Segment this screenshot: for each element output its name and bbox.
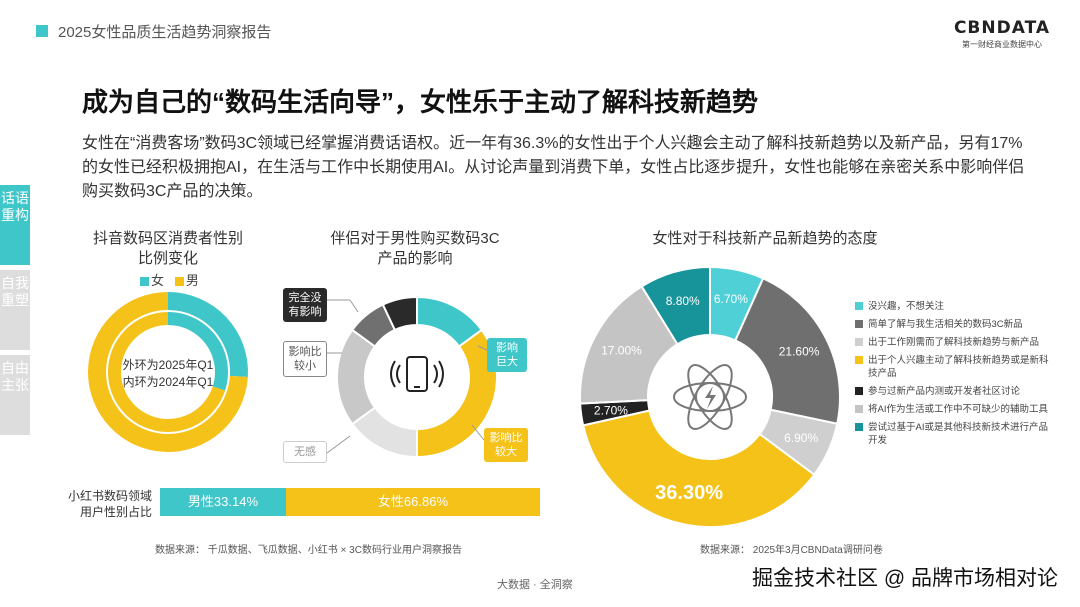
legend-label: 没兴趣，不想关注 xyxy=(868,301,945,312)
chart1-legend: 女 男 xyxy=(140,270,199,289)
side-tab-2[interactable]: 自我重塑 xyxy=(0,270,30,350)
source-right: 数据来源： 2025年3月CBNData调研问卷 xyxy=(700,545,883,556)
legend-item: 出于个人兴趣主动了解科技新趋势或是新科技产品 xyxy=(855,354,1055,380)
legend-swatch-female xyxy=(140,277,149,287)
side-tab-label: 话语重构 xyxy=(1,190,29,223)
callout-no-impact: 完全没有影响 xyxy=(283,288,327,322)
legend-label-male: 男 xyxy=(185,273,199,288)
intro-paragraph: 女性在“消费客场”数码3C领域已经掌握消费话语权。近一年有36.3%的女性出于个… xyxy=(82,135,1025,200)
legend-swatch xyxy=(855,356,863,364)
legend-swatch xyxy=(855,405,863,413)
inner-ring-slice-0 xyxy=(168,312,228,391)
legend-swatch xyxy=(855,302,863,310)
legend-label: 尝试过基于AI或是其他科技新技术进行产品开发 xyxy=(868,422,1048,446)
attitude-data-label: 6.90% xyxy=(784,431,818,445)
callout-none: 无感 xyxy=(283,441,327,463)
legend-swatch-male xyxy=(174,277,184,287)
xhs-bar: 男性33.14% 女性66.86% xyxy=(160,488,540,516)
attitude-data-label: 17.00% xyxy=(601,343,642,357)
influence-slice-3 xyxy=(336,328,377,426)
side-tab-3[interactable]: 自由主张 xyxy=(0,355,30,435)
page-title: 成为自己的“数码生活向导”，女性乐于主动了解科技新趋势 xyxy=(82,87,759,117)
attitude-data-label: 6.70% xyxy=(714,292,748,306)
bar-segment-male: 男性33.14% xyxy=(160,488,286,516)
phone-signal-icon xyxy=(390,356,444,392)
chart3-legend: 没兴趣，不想关注简单了解与我生活相关的数码3C新品出于工作刚需而了解科技新趋势与… xyxy=(855,300,1055,452)
watermark-text: 掘金技术社区 @ 品牌市场相对论 xyxy=(752,567,1058,590)
legend-item: 参与过新产品内测或开发者社区讨论 xyxy=(855,385,1055,398)
legend-item: 没兴趣，不想关注 xyxy=(855,300,1055,313)
legend-label: 参与过新产品内测或开发者社区讨论 xyxy=(868,386,1021,397)
chart2-title: 伴侣对于男性购买数码3C产品的影响 xyxy=(330,230,500,267)
attitude-data-label: 8.80% xyxy=(666,294,700,308)
ai-atom-icon xyxy=(673,364,747,430)
legend-item: 将AI作为生活或工作中不可缺少的辅助工具 xyxy=(855,403,1055,416)
attitude-slice-6 xyxy=(640,265,711,346)
legend-label: 简单了解与我生活相关的数码3C新品 xyxy=(868,319,1023,330)
attitude-data-label: 21.60% xyxy=(779,345,820,359)
attitude-data-label: 2.70% xyxy=(594,403,628,417)
attitude-data-label: 36.30% xyxy=(655,482,723,504)
report-title: 2025女性品质生活趋势洞察报告 xyxy=(58,24,272,41)
side-tab-label: 自我重塑 xyxy=(1,275,29,308)
callout-small: 影响比较小 xyxy=(283,341,327,377)
legend-item: 简单了解与我生活相关的数码3C新品 xyxy=(855,318,1055,331)
legend-item: 尝试过基于AI或是其他科技新技术进行产品开发 xyxy=(855,421,1055,447)
brand-logo: CBNDATA 第一财经商业数据中心 xyxy=(954,18,1050,50)
influence-slice-5 xyxy=(381,295,418,332)
brand-name: CBNDATA xyxy=(953,18,1050,38)
chart2-svg xyxy=(336,295,498,459)
legend-label: 将AI作为生活或工作中不可缺少的辅助工具 xyxy=(868,404,1048,415)
chart1-svg xyxy=(88,292,248,452)
footer-slogan: 大数据 · 全洞察 xyxy=(497,579,573,591)
source-left: 数据来源： 千瓜数据、飞瓜数据、小红书 × 3C数码行业用户洞察报告 xyxy=(155,545,462,556)
attitude-slice-3 xyxy=(581,409,816,528)
legend-swatch xyxy=(855,387,863,395)
side-tab-label: 自由主张 xyxy=(1,360,29,393)
ring-note-line: 内环为2024年Q1 xyxy=(122,375,214,389)
legend-label: 出于个人兴趣主动了解科技新趋势或是新科技产品 xyxy=(868,355,1049,379)
xhs-bar-label: 小红书数码领域用户性别占比 xyxy=(67,489,152,519)
bar-segment-female: 女性66.86% xyxy=(285,488,540,516)
callout-huge: 影响巨大 xyxy=(487,338,527,372)
legend-swatch xyxy=(855,338,863,346)
side-tab-1[interactable]: 话语重构 xyxy=(0,185,30,265)
legend-item: 出于工作刚需而了解科技新趋势与新产品 xyxy=(855,336,1055,349)
header-square-icon xyxy=(36,25,48,37)
chart1-note: 外环为2025年Q1 内环为2024年Q1 xyxy=(103,357,233,391)
legend-swatch xyxy=(855,423,863,431)
legend-label-female: 女 xyxy=(151,273,165,288)
chart1-title: 抖音数码区消费者性别比例变化 xyxy=(92,230,243,267)
legend-swatch xyxy=(855,320,863,328)
callout-large: 影响比较大 xyxy=(484,428,528,462)
ring-note-line: 外环为2025年Q1 xyxy=(122,358,214,372)
legend-label: 出于工作刚需而了解科技新趋势与新产品 xyxy=(868,337,1040,348)
outer-ring-slice-0 xyxy=(168,292,248,378)
brand-subtitle: 第一财经商业数据中心 xyxy=(961,40,1042,49)
attitude-slice-1 xyxy=(734,277,841,425)
chart3-svg: 6.70% 21.60% 6.90% 36.30% 2.70% 17.00% 8.80% xyxy=(579,265,841,528)
chart3-title: 女性对于科技新产品新趋势的态度 xyxy=(652,230,878,247)
